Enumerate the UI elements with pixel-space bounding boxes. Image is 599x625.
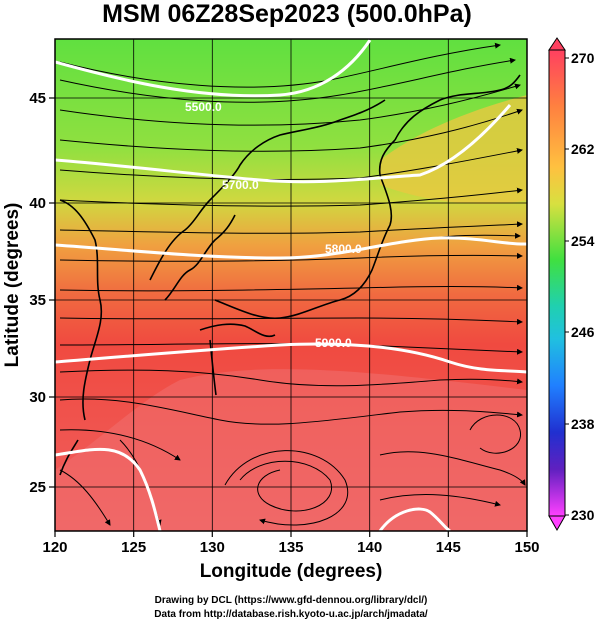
- y-tick-label: 40: [29, 195, 46, 212]
- colorbar: 270 262 254 246 238 230: [548, 37, 595, 532]
- x-tick-label: 125: [121, 539, 146, 556]
- colorbar-tick-label: 254: [571, 233, 595, 249]
- contour-5500: [55, 39, 372, 98]
- contour-5800: [55, 236, 527, 260]
- coastlines: [59, 74, 521, 476]
- chart-title: MSM 06Z28Sep2023 (500.0hPa): [102, 0, 472, 28]
- colorbar-bar: [548, 49, 566, 517]
- x-tick-label: 150: [514, 539, 539, 556]
- colorbar-tick-label: 270: [571, 50, 595, 66]
- colorbar-tick-label: 230: [571, 507, 595, 523]
- credit-data: Data from http://database.rish.kyoto-u.a…: [154, 609, 428, 620]
- colorbar-top-arrow: [548, 37, 566, 51]
- warm-tongue-northeast: [380, 95, 527, 205]
- y-tick-label: 30: [29, 389, 46, 406]
- contour-5900-southeast: [378, 507, 451, 531]
- y-axis-label: Latitude (degrees): [2, 203, 23, 368]
- y-tick-label: 35: [29, 292, 46, 309]
- contour-label-5900: 5900.0: [315, 336, 352, 350]
- y-tick-label: 25: [29, 479, 46, 496]
- map-field: 5500.0 5700.0 5800.0 5900.0: [55, 39, 527, 531]
- colorbar-tick-label: 238: [571, 416, 595, 432]
- x-tick-label: 130: [200, 539, 225, 556]
- contour-5900-south: [55, 447, 162, 531]
- x-tick-label: 120: [42, 539, 67, 556]
- contour-5700: [55, 104, 512, 184]
- axis-ticks: [49, 97, 528, 537]
- contour-5900: [55, 342, 527, 374]
- credit-drawing: Drawing by DCL (https://www.gfd-dennou.o…: [155, 595, 428, 606]
- colorbar-tick-label: 246: [571, 324, 595, 340]
- height-contours: [55, 39, 527, 531]
- colorbar-tick-label: 262: [571, 141, 595, 157]
- contour-label-5500: 5500.0: [185, 100, 222, 114]
- colorbar-bottom-arrow: [548, 515, 566, 532]
- lat-lon-grid: [55, 39, 527, 531]
- x-axis-label: Longitude (degrees): [200, 561, 383, 582]
- x-tick-label: 145: [436, 539, 461, 556]
- x-tick-label: 135: [278, 539, 303, 556]
- wind-streamlines: [59, 42, 526, 526]
- contour-label-5700: 5700.0: [222, 178, 259, 192]
- contour-label-5800: 5800.0: [325, 242, 362, 256]
- x-tick-label: 140: [357, 539, 382, 556]
- y-tick-label: 45: [29, 90, 46, 107]
